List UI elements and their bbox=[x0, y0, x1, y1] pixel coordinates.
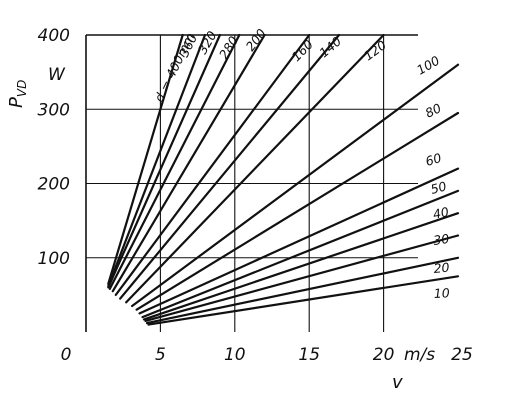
axis-labels: PVD W m/s v bbox=[6, 65, 435, 393]
series-line-1 bbox=[107, 33, 207, 288]
y-tick-400: 400 bbox=[38, 26, 70, 46]
series-line-13 bbox=[144, 234, 460, 322]
series-label-9: 80 bbox=[423, 100, 444, 120]
series-label-15: 10 bbox=[433, 285, 450, 301]
series-line-3 bbox=[108, 33, 241, 290]
series-label-14: 20 bbox=[433, 260, 450, 276]
y-tick-100: 100 bbox=[38, 249, 70, 269]
series-label-11: 50 bbox=[429, 178, 448, 197]
series-line-7 bbox=[125, 33, 385, 304]
series-label-5: 160 bbox=[289, 37, 317, 65]
x-tick-25: 25 bbox=[451, 345, 473, 365]
curves bbox=[107, 33, 460, 326]
series-line-10 bbox=[138, 167, 460, 315]
series-line-14 bbox=[145, 256, 460, 325]
x-tick-0: 0 bbox=[61, 345, 72, 365]
y-axis-label-sub: VD bbox=[15, 80, 29, 97]
tick-labels: 100 200 300 400 0 5 10 15 20 25 bbox=[38, 26, 473, 365]
x-tick-10: 10 bbox=[224, 345, 246, 365]
series-line-4 bbox=[111, 33, 266, 293]
x-tick-5: 5 bbox=[155, 345, 166, 365]
series-line-12 bbox=[142, 212, 460, 321]
x-tick-15: 15 bbox=[298, 345, 320, 365]
y-tick-200: 200 bbox=[38, 175, 70, 195]
x-tick-20: 20 bbox=[373, 345, 395, 365]
series-line-2 bbox=[107, 33, 221, 289]
series-line-6 bbox=[119, 33, 341, 300]
y-axis-unit: W bbox=[48, 65, 66, 85]
x-axis-label: v bbox=[392, 372, 403, 393]
series-line-11 bbox=[141, 189, 460, 319]
x-axis-unit: m/s bbox=[404, 345, 435, 365]
series-line-8 bbox=[131, 63, 460, 308]
series-line-15 bbox=[147, 275, 460, 326]
series-line-9 bbox=[135, 111, 460, 311]
series-line-5 bbox=[114, 33, 311, 296]
y-tick-300: 300 bbox=[38, 100, 70, 120]
y-axis-label: PVD bbox=[6, 80, 29, 108]
series-label-7: 120 bbox=[361, 37, 389, 63]
series-line-0 bbox=[107, 33, 184, 285]
series-label-13: 30 bbox=[432, 231, 450, 248]
series-label-4: 200 bbox=[243, 26, 270, 54]
series-label-10: 60 bbox=[424, 150, 443, 169]
series-label-8: 100 bbox=[414, 53, 442, 78]
series-label-12: 40 bbox=[432, 204, 451, 222]
y-axis-label-main: P bbox=[6, 97, 27, 108]
grid bbox=[85, 34, 418, 332]
